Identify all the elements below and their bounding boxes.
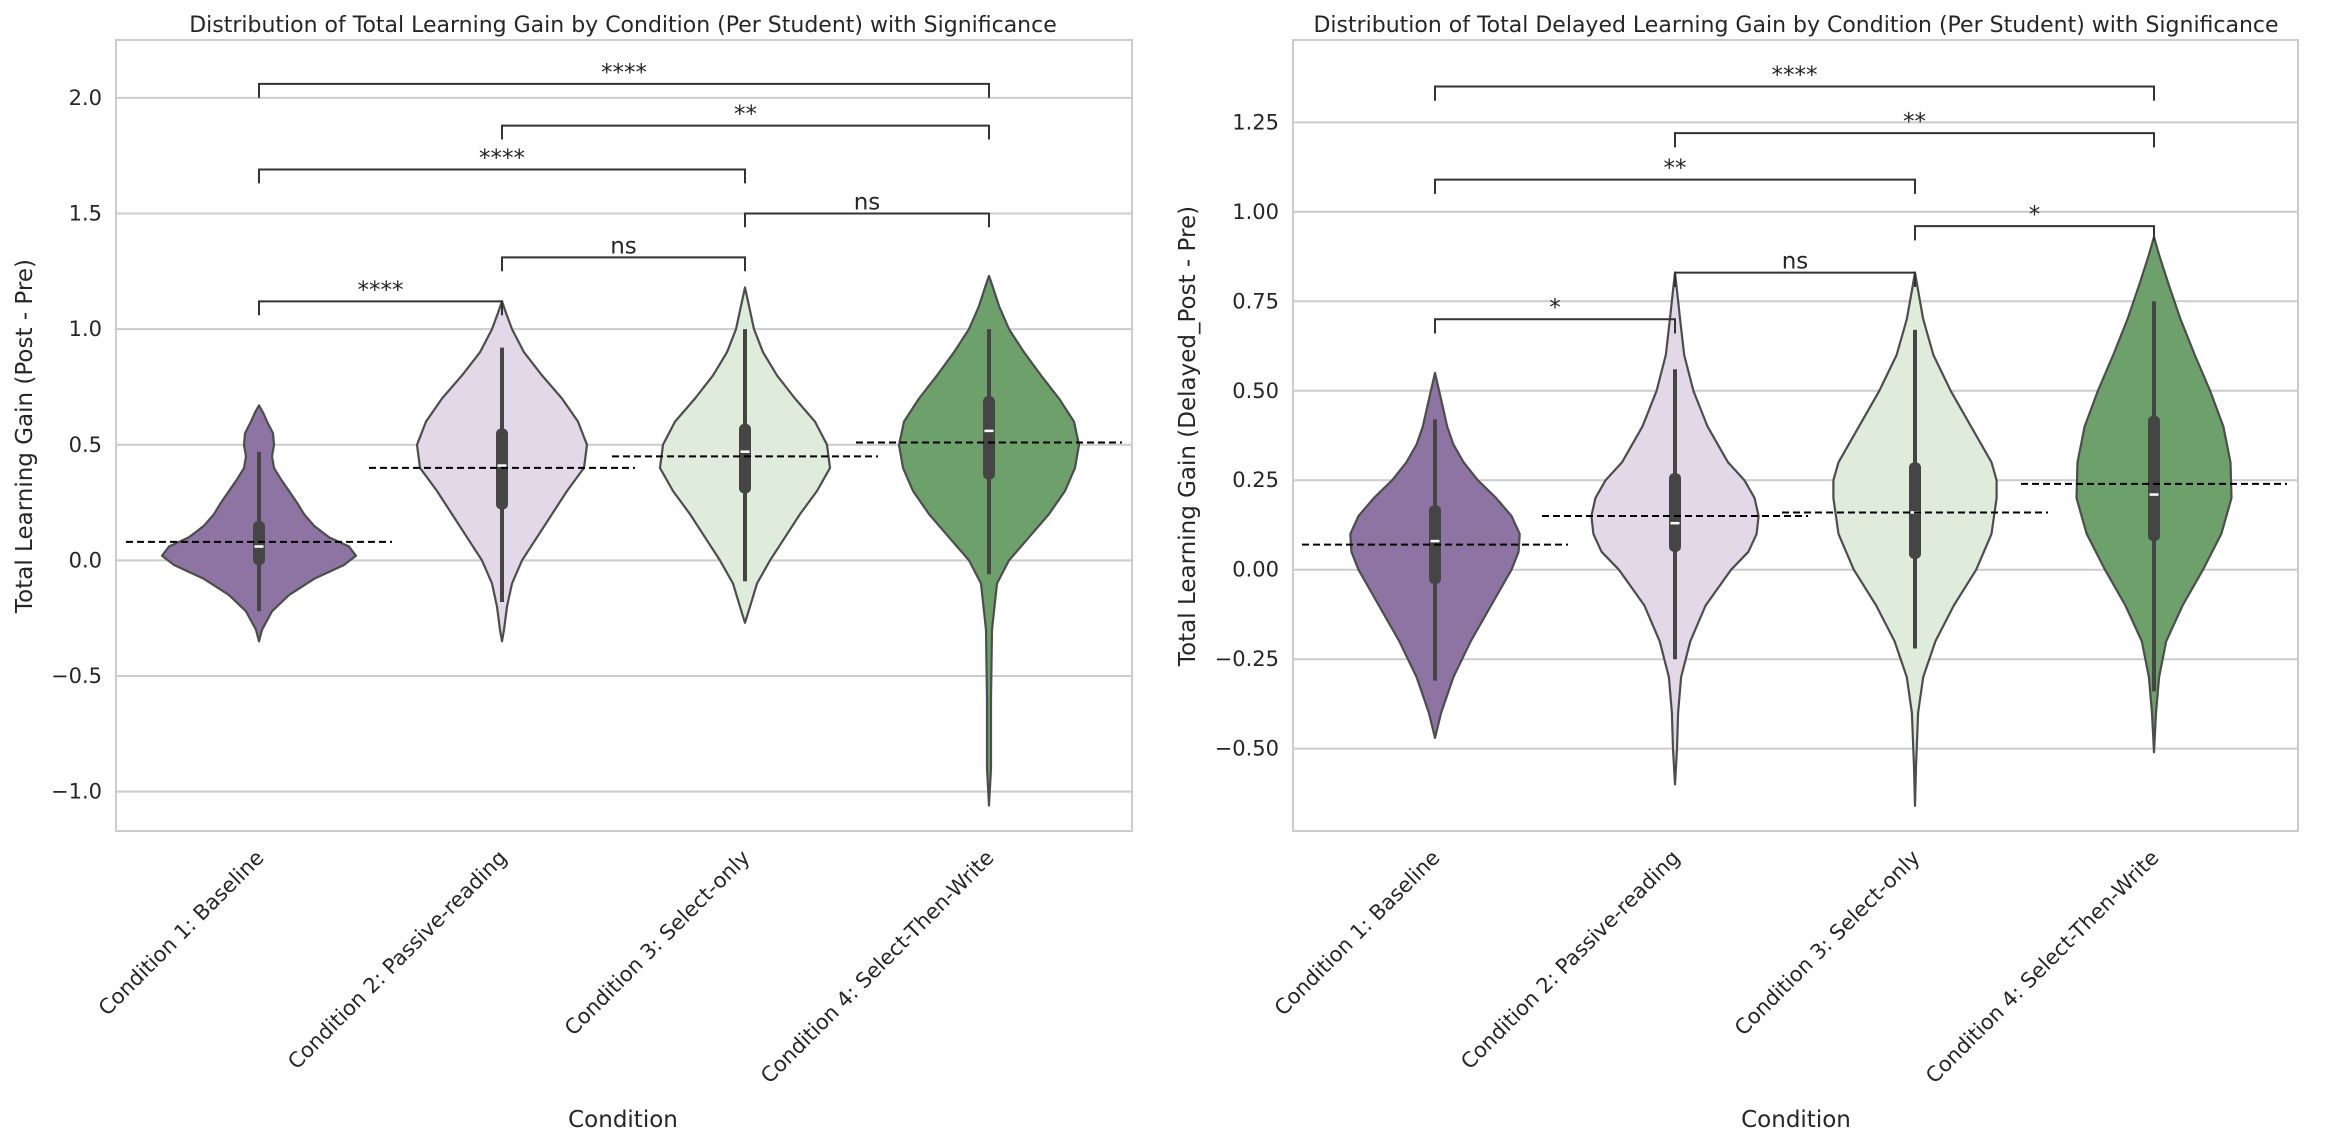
panel-learning-gain: Distribution of Total Learning Gain by C… bbox=[12, 13, 1133, 1133]
significance-bracket bbox=[1434, 85, 2155, 101]
violin-iqr-box bbox=[253, 521, 265, 566]
x-tick-label: Condition 1: Baseline bbox=[94, 846, 269, 1021]
y-tick-label: 1.0 bbox=[69, 317, 102, 341]
y-tick-labels: −0.50 −0.25 0.00 0.25 0.50 0.75 1.00 1.25 bbox=[1215, 110, 1279, 760]
mean-lines bbox=[126, 441, 1122, 543]
significance-label: ** bbox=[1664, 156, 1687, 182]
y-tick-label: 0.0 bbox=[69, 548, 102, 572]
x-tick-label: Condition 3: Select-only bbox=[1730, 846, 1925, 1041]
significance-label: **** bbox=[358, 277, 404, 303]
x-tick-label: Condition 3: Select-only bbox=[560, 846, 755, 1041]
violin-iqr-box bbox=[2148, 415, 2160, 542]
y-tick-label: 0.75 bbox=[1232, 289, 1279, 313]
violins bbox=[160, 274, 1081, 807]
y-tick-label: 0.50 bbox=[1232, 379, 1279, 403]
violin-iqr-box bbox=[496, 428, 508, 510]
significance-bracket bbox=[258, 168, 746, 184]
y-tick-label: 2.0 bbox=[69, 86, 102, 110]
violins bbox=[1349, 235, 2233, 807]
significance-brackets: *ns********* bbox=[1434, 63, 2155, 334]
x-axis-label: Condition bbox=[568, 1107, 678, 1133]
significance-bracket bbox=[1434, 178, 1916, 194]
y-tick-label: 1.00 bbox=[1232, 200, 1279, 224]
significance-bracket bbox=[501, 124, 990, 140]
significance-label: ** bbox=[734, 102, 757, 128]
plot-frame bbox=[115, 39, 1133, 832]
significance-bracket bbox=[258, 300, 503, 316]
y-tick-label: 0.5 bbox=[69, 433, 102, 457]
violin-iqr-box bbox=[1909, 462, 1921, 559]
x-tick-label: Condition 1: Baseline bbox=[1270, 846, 1445, 1021]
y-tick-label: −0.25 bbox=[1215, 647, 1279, 671]
significance-label: ns bbox=[1782, 249, 1809, 275]
plot-frame bbox=[1292, 39, 2299, 832]
significance-bracket bbox=[1674, 132, 2155, 148]
significance-bracket bbox=[258, 82, 990, 98]
significance-label: ** bbox=[1903, 109, 1926, 135]
x-tick-labels: Condition 1: Baseline Condition 2: Passiv… bbox=[1270, 846, 2164, 1089]
x-axis-label: Condition bbox=[1741, 1107, 1851, 1133]
y-tick-label: −0.5 bbox=[51, 664, 102, 688]
significance-bracket bbox=[501, 256, 746, 272]
significance-label: ns bbox=[854, 189, 881, 215]
significance-label: **** bbox=[1772, 63, 1818, 89]
violin-iqr-box bbox=[1669, 473, 1681, 552]
significance-label: ns bbox=[610, 233, 637, 259]
y-tick-label: −1.0 bbox=[51, 780, 102, 804]
significance-label: **** bbox=[601, 60, 647, 86]
y-tick-labels: −1.0 −0.5 0.0 0.5 1.0 1.5 2.0 bbox=[51, 86, 102, 804]
y-tick-label: 0.00 bbox=[1232, 558, 1279, 582]
violin-iqr-box bbox=[739, 423, 751, 494]
x-tick-label: Condition 2: Passive-reading bbox=[1456, 846, 1684, 1074]
panel-delayed-learning-gain: Distribution of Total Delayed Learning G… bbox=[1175, 13, 2299, 1133]
significance-label: * bbox=[2029, 202, 2041, 228]
significance-bracket bbox=[1914, 225, 2155, 241]
significance-label: * bbox=[1549, 295, 1561, 321]
x-tick-label: Condition 2: Passive-reading bbox=[283, 846, 511, 1074]
significance-label: **** bbox=[479, 146, 525, 172]
y-axis-label: Total Learning Gain (Delayed_Post - Pre) bbox=[1175, 206, 1201, 667]
x-tick-labels: Condition 1: Baseline Condition 2: Passiv… bbox=[94, 846, 999, 1089]
y-tick-label: −0.50 bbox=[1215, 737, 1279, 761]
y-tick-label: 1.5 bbox=[69, 201, 102, 225]
significance-bracket bbox=[744, 212, 990, 228]
x-tick-label: Condition 4: Select-Then-Write bbox=[756, 846, 999, 1089]
significance-bracket bbox=[1674, 271, 1916, 287]
chart-title: Distribution of Total Delayed Learning G… bbox=[1313, 13, 2278, 38]
significance-bracket bbox=[1434, 318, 1676, 334]
chart-title: Distribution of Total Learning Gain by C… bbox=[189, 13, 1057, 38]
mean-lines bbox=[1302, 482, 2287, 546]
y-axis-label: Total Learning Gain (Post - Pre) bbox=[12, 259, 38, 614]
y-tick-label: 0.25 bbox=[1232, 468, 1279, 492]
x-tick-label: Condition 4: Select-Then-Write bbox=[1921, 846, 2164, 1089]
violin-iqr-box bbox=[983, 396, 995, 480]
y-tick-label: 1.25 bbox=[1232, 110, 1279, 134]
